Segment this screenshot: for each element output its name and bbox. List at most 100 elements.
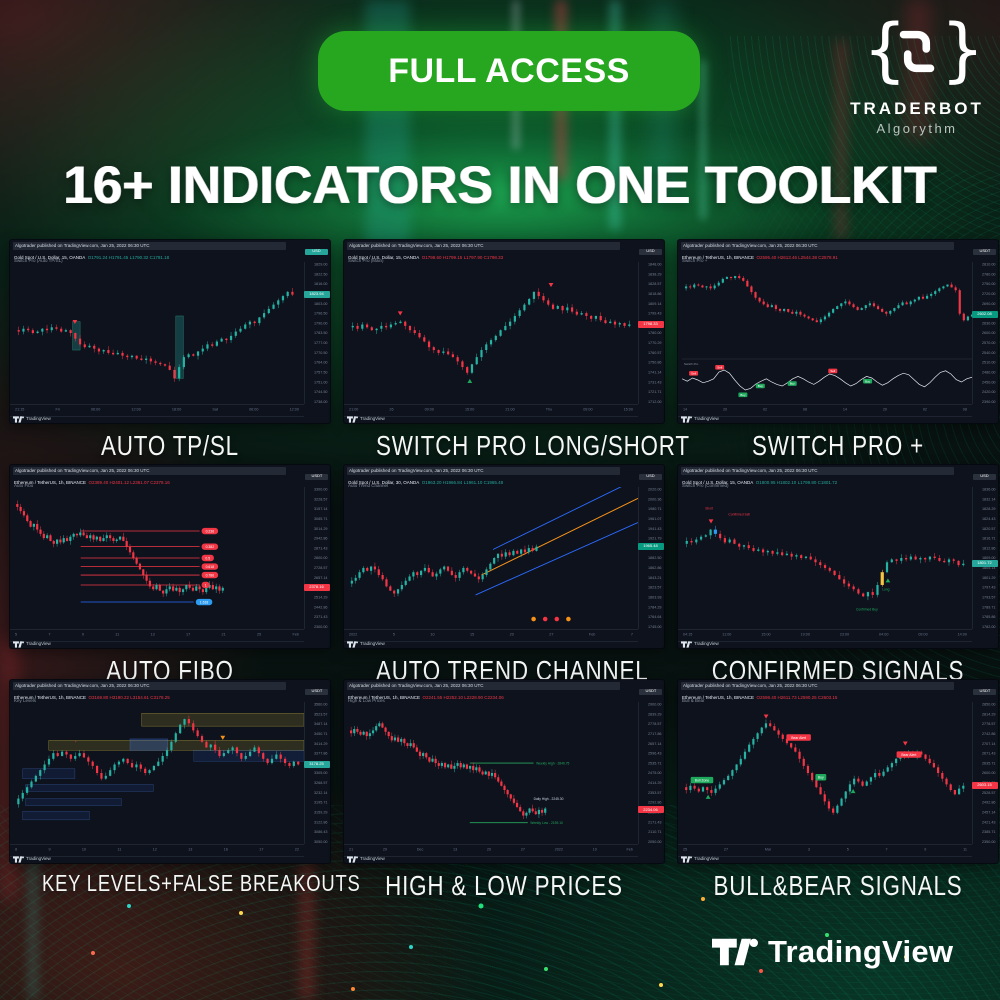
time-axis-labels: 25 27 Mar 3 5 7 9 11	[683, 847, 967, 852]
indicator-caption: BULL&BEAR SIGNALS	[713, 870, 963, 901]
tradingview-watermark: TradingView	[347, 640, 410, 648]
price-tag: 1798.33	[637, 320, 664, 328]
symbol-line: Ethereum / TetherUS, 1h, BINANCE O2389.40…	[14, 475, 326, 485]
plot-area: Weekly High - 2846.75 Weekly Low - 2159.1…	[348, 702, 638, 844]
svg-text:Bull Zone: Bull Zone	[695, 779, 709, 783]
plot-area: 0.236 0.382 0.5 0.618 0.786 1 1.618	[14, 487, 304, 629]
watermark-text: TradingView	[694, 641, 719, 647]
price-tag: 1823.94	[303, 291, 330, 299]
chart-screenshot: Algotrader published on TradingView.com,…	[678, 465, 998, 648]
time-axis: 21:00 26 09:00 15:00 21:00 Thu 09:00 15:00	[344, 404, 638, 417]
symbol-text: Ethereum / TetherUS, 1h, BINANCE	[348, 694, 420, 700]
full-access-badge[interactable]: FULL ACCESS	[318, 31, 700, 111]
indicator-name: Switch Pro +	[682, 257, 708, 263]
svg-text:Buy: Buy	[865, 379, 871, 383]
symbol-line: Gold Spot / U.S. Dollar, 30, OANDA O1963.…	[348, 475, 658, 485]
svg-text:0.786: 0.786	[206, 573, 215, 577]
ohlc-values: O3169.80 H3190.22 L3154.61 C3178.25	[88, 694, 170, 700]
watermark-text: TradingView	[360, 856, 385, 862]
symbol-text: Gold Spot / U.S. Dollar, 15, OANDA	[14, 254, 86, 260]
plot-area: Short Confirmed Sell Long Confirmed Buy	[682, 487, 972, 629]
plot-area	[14, 262, 304, 404]
currency-chip: USD	[305, 249, 328, 255]
price-tag-value: 2378.16	[309, 585, 324, 590]
chart-screenshot: Algotrader published on TradingView.com,…	[10, 465, 330, 648]
tradingview-watermark: TradingView	[681, 855, 744, 863]
tradingview-watermark-icon	[347, 855, 358, 863]
currency-label: USDT	[979, 249, 990, 254]
svg-text:Weekly High - 2846.75: Weekly High - 2846.75	[536, 761, 569, 765]
indicator-name: Auto Fibo	[14, 482, 34, 488]
price-tag-value: 2603.15	[977, 783, 992, 788]
time-axis: 21 29 Dec 13 20 27 2022 10 Feb	[344, 844, 638, 857]
currency-chip: USD	[639, 474, 662, 480]
price-tag: 2602.08	[971, 311, 998, 319]
brand-subtitle: Algorythm	[876, 121, 958, 136]
tradingview-watermark-icon	[681, 640, 692, 648]
tradingview-watermark: TradingView	[13, 640, 76, 648]
currency-label: USD	[980, 474, 989, 479]
currency-chip: USDT	[973, 249, 996, 255]
indicator-cell: Algotrader published on TradingView.com,…	[344, 240, 689, 462]
publish-bar: Algotrader published on TradingView.com,…	[13, 467, 287, 475]
price-tag-value: 1965.48	[643, 543, 658, 549]
tradingview-watermark: TradingView	[681, 415, 744, 423]
price-tag: 2603.15	[971, 782, 998, 790]
symbol-text: Ethereum / TetherUS, 1h, BINANCE	[14, 694, 86, 700]
price-axis-labels: 1836.00 1832.14 1828.29 1824.43 1820.57 1816.…	[981, 487, 996, 629]
currency-chip: USDT	[973, 689, 996, 695]
publish-text: Algotrader published on TradingView.com,…	[349, 468, 484, 474]
price-tag: 2234.06	[637, 806, 664, 814]
watermark-text: TradingView	[360, 641, 385, 647]
currency-label: USDT	[645, 689, 656, 694]
tradingview-watermark: TradingView	[681, 640, 744, 648]
price-tag-value: 2602.08	[977, 311, 992, 317]
currency-label: USD	[646, 474, 655, 479]
publish-bar: Algotrader published on TradingView.com,…	[681, 682, 955, 690]
price-tag-value: 1798.33	[643, 321, 658, 327]
time-axis: 25 27 Mar 3 5 7 9 11	[678, 844, 972, 857]
currency-chip: USDT	[639, 689, 662, 695]
currency-chip: USDT	[305, 474, 328, 480]
time-axis: 04:15 11:00 15:00 19:00 23:00 04:00 09:00 14:00	[678, 629, 972, 642]
publish-text: Algotrader published on TradingView.com,…	[683, 683, 818, 689]
price-axis-labels: 2850.00 2814.29 2778.57 2742.86 2707.14 2671.…	[981, 702, 996, 844]
time-axis-labels: 14 20 02 08 14 20 02 08	[683, 407, 967, 412]
watermark-text: TradingView	[694, 856, 719, 862]
symbol-text: Ethereum / TetherUS, 1h, BINANCE	[682, 694, 754, 700]
price-tag: 3178.25	[303, 760, 330, 768]
time-axis-labels: 04:15 11:00 15:00 19:00 23:00 04:00 09:00 14:00	[683, 632, 967, 637]
symbol-line: Ethereum / TetherUS, 1h, BINANCE O2241.55…	[348, 690, 660, 700]
tradingview-watermark-icon	[347, 415, 358, 423]
time-axis-labels: 21:15 Fri 06:00 12:00 18:00 Sat 06:00 12:00	[15, 407, 299, 412]
svg-text:Buy: Buy	[818, 776, 824, 780]
symbol-text: Gold Spot / U.S. Dollar, 15, OANDA	[682, 479, 754, 485]
svg-text:Bear Alert: Bear Alert	[901, 753, 916, 757]
price-axis: 2900.00 2839.29 2778.57 2717.86 2657.14 2596.…	[638, 702, 664, 844]
braces-icon: { }	[863, 10, 985, 90]
indicator-name: Switch Pro (Auto TP/SL)	[14, 257, 63, 263]
indicator-cell: Algotrader published on TradingView.com,…	[10, 240, 330, 462]
svg-text:Sell: Sell	[691, 371, 696, 375]
time-axis: 21:15 Fri 06:00 12:00 18:00 Sat 06:00 12:00	[10, 404, 304, 417]
background-streak	[700, 60, 706, 220]
time-axis-labels: 21 29 Dec 13 20 27 2022 10 Feb	[349, 847, 633, 852]
svg-text:Short: Short	[705, 507, 713, 511]
indicator-name: Key Levels	[14, 697, 37, 703]
currency-label: USDT	[979, 689, 990, 694]
currency-chip: USD	[973, 474, 996, 480]
chart-screenshot: Algotrader published on TradingView.com,…	[344, 465, 664, 648]
ohlc-values: O2389.40 H2401.12 L2361.07 C2378.16	[88, 479, 170, 485]
tradingview-wordmark: TradingView	[768, 934, 954, 969]
indicator-cell: Algotrader published on TradingView.com,…	[678, 680, 998, 902]
price-tag: 1801.72	[971, 560, 998, 568]
publish-bar: Algotrader published on TradingView.com,…	[347, 682, 621, 690]
background-streak	[28, 840, 38, 1000]
indicator-name: Auto Trend Channel	[348, 482, 389, 488]
publish-text: Algotrader published on TradingView.com,…	[349, 683, 484, 689]
time-axis: 5 7 9 11 13 17 21 25 Feb	[10, 629, 304, 642]
indicator-name: Bull & Bear	[682, 697, 705, 703]
price-axis: 3300.00 3228.57 3157.14 3085.71 3014.29 2942.…	[304, 487, 330, 629]
indicator-cell: Algotrader published on TradingView.com,…	[678, 465, 998, 687]
publish-text: Algotrader published on TradingView.com,…	[15, 683, 150, 689]
